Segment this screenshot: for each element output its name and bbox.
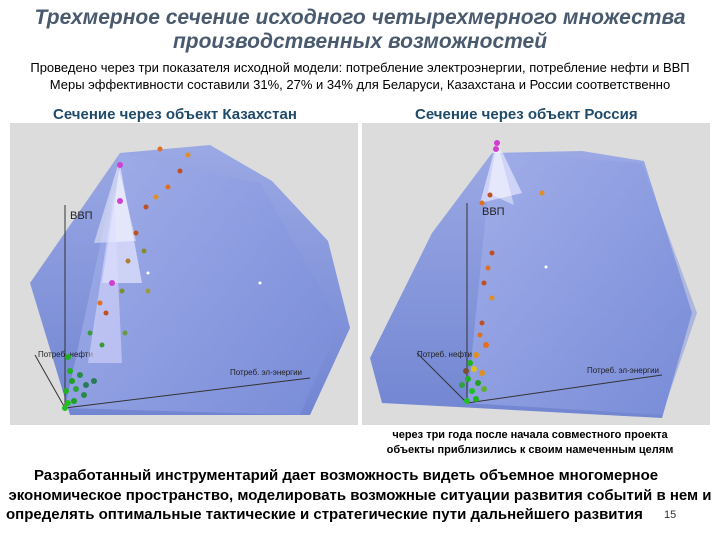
right-axis-elec <box>466 374 663 404</box>
right-point <box>481 280 487 286</box>
right-axis-gdp-label: ВВП <box>482 206 505 218</box>
left-axis-oil <box>34 354 66 409</box>
left-axis-oil-label: Потреб. нефти <box>38 350 93 359</box>
left-point <box>122 330 128 336</box>
left-point <box>77 372 83 378</box>
left-point <box>125 258 131 264</box>
right-3d-surface: ВВП Потреб. нефти Потреб. эл-энергии <box>370 140 697 418</box>
left-point <box>153 194 159 200</box>
right-point <box>485 265 491 271</box>
left-point <box>65 354 71 360</box>
right-point <box>464 398 470 404</box>
left-point <box>133 230 139 236</box>
left-point <box>97 300 103 306</box>
left-point <box>87 330 93 336</box>
left-point <box>258 281 262 285</box>
left-point <box>141 248 147 254</box>
right-point <box>473 396 479 402</box>
left-point <box>81 392 87 398</box>
left-point <box>119 288 125 294</box>
left-point <box>185 152 191 158</box>
left-point <box>177 168 183 174</box>
right-point <box>469 388 475 394</box>
left-point <box>63 388 69 394</box>
left-axis-gdp-label: ВВП <box>70 210 93 222</box>
right-panel-title: Сечение через объект Россия <box>415 106 638 123</box>
left-cone-2 <box>94 165 136 243</box>
right-point <box>477 332 483 338</box>
right-point <box>493 146 499 152</box>
right-point <box>489 250 495 256</box>
right-point <box>479 320 485 326</box>
right-point <box>483 342 489 348</box>
right-point <box>544 265 548 269</box>
right-point <box>479 370 485 376</box>
left-hull-front <box>65 153 340 415</box>
right-point <box>467 360 473 366</box>
left-point <box>117 162 123 168</box>
subtitle-line-1: Проведено через три показателя исходной … <box>30 60 690 75</box>
left-point <box>62 405 68 411</box>
result-caption-line-1: через три года после начала совместного … <box>392 429 668 441</box>
right-point <box>465 376 471 382</box>
right-point <box>487 192 493 198</box>
left-point <box>73 386 79 392</box>
left-point <box>83 382 89 388</box>
left-point <box>91 378 97 384</box>
right-axis-oil-label: Потреб. нефти <box>417 350 472 359</box>
right-axis-elec-label: Потреб. эл-энергии <box>587 366 659 375</box>
right-point <box>539 190 545 196</box>
left-3d-surface: ВВП Потреб. нефти Потреб. эл-энергии <box>30 145 350 415</box>
conclusion-line-1: Разработанный инструментарий дает возмож… <box>34 467 659 484</box>
left-point <box>71 398 77 404</box>
right-points <box>459 140 548 404</box>
slide-title: Трехмерное сечение исходного четырехмерн… <box>0 6 720 54</box>
left-point <box>67 368 73 374</box>
page-number: 15 <box>664 509 677 521</box>
right-axis-oil <box>416 352 468 404</box>
left-point <box>157 146 163 152</box>
title-line-1: Трехмерное сечение исходного четырехмерн… <box>34 6 686 29</box>
right-point <box>463 368 469 374</box>
right-point <box>489 295 495 301</box>
right-point <box>494 140 500 146</box>
right-point <box>479 200 485 206</box>
right-point <box>475 380 481 386</box>
left-point <box>65 400 71 406</box>
left-points <box>62 146 262 411</box>
conclusion-line-3: определять оптимальные тактические и стр… <box>6 506 643 523</box>
right-point <box>459 382 465 388</box>
left-point <box>165 184 171 190</box>
conclusion-line-2: экономическое пространство, моделировать… <box>8 487 712 504</box>
left-3d-plot: ВВП Потреб. нефти Потреб. эл-энергии <box>10 123 358 425</box>
left-point <box>145 288 151 294</box>
subtitle-line-2: Меры эффективности составили 31%, 27% и … <box>49 77 671 92</box>
right-point <box>481 386 487 392</box>
result-caption-line-2: объекты приблизились к своим намеченным … <box>386 444 674 456</box>
left-point <box>143 204 149 210</box>
title-line-2: производственных возможностей <box>172 30 548 53</box>
right-cone-1 <box>480 141 522 203</box>
right-point <box>473 352 479 358</box>
right-point <box>471 366 477 372</box>
left-cone-3 <box>88 193 122 363</box>
left-panel-title: Сечение через объект Казахстан <box>53 106 297 123</box>
right-3d-plot: ВВП Потреб. нефти Потреб. эл-энергии <box>362 123 710 425</box>
left-point <box>146 271 150 275</box>
left-point <box>103 310 109 316</box>
left-point <box>99 342 105 348</box>
left-axis-elec-label: Потреб. эл-энергии <box>230 368 302 377</box>
left-point <box>117 198 123 204</box>
left-axis-elec <box>64 377 311 409</box>
right-hull-front <box>467 153 697 415</box>
right-cone-2 <box>488 141 514 205</box>
left-point <box>69 378 75 384</box>
left-point <box>109 280 115 286</box>
